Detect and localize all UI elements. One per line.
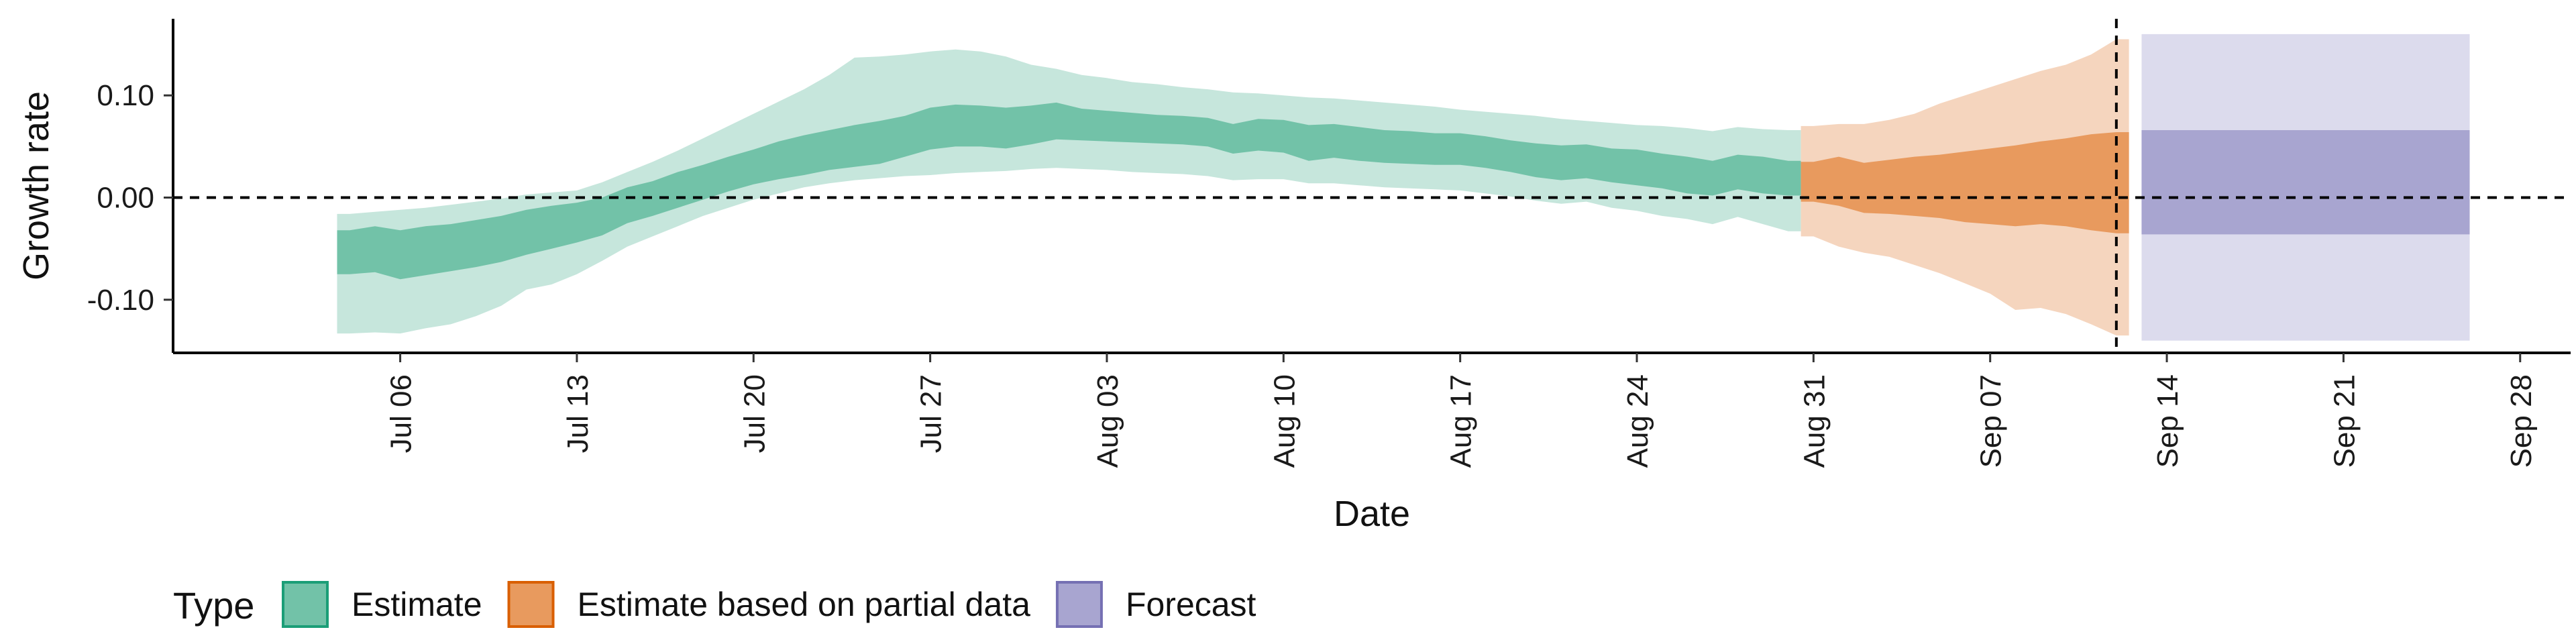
x-tick-label: Sep 21 <box>2328 374 2361 468</box>
x-tick-label: Aug 17 <box>1445 374 1478 468</box>
legend-label: Estimate <box>352 586 482 623</box>
legend-title: Type <box>173 584 254 627</box>
x-tick-label: Sep 14 <box>2151 374 2184 468</box>
x-tick-label: Aug 03 <box>1091 374 1124 468</box>
band-outer-estimate <box>337 49 1801 334</box>
ribbon-layer <box>337 34 2470 341</box>
x-tick-label: Jul 13 <box>561 374 594 453</box>
x-axis-title: Date <box>1334 494 1410 534</box>
y-axis-title: Growth rate <box>16 91 56 280</box>
band-inner-estimate <box>337 102 1801 280</box>
axes: -0.10 0.00 0.10 Jul 06 Jul 13 Jul 20 Jul 27 Aug… <box>87 19 2571 468</box>
band-inner-estimate-based-on-partial-data <box>1801 132 2129 233</box>
x-tick-label: Jul 27 <box>915 374 948 453</box>
legend: Type Estimate Estimate based on partial d… <box>173 581 1256 628</box>
legend-label: Estimate based on partial data <box>578 586 1031 623</box>
legend-key-estimate-based-on-partial-data <box>507 581 555 628</box>
y-tick-label: 0.00 <box>97 182 154 215</box>
reference-lines <box>173 19 2571 353</box>
x-tick-label: Jul 20 <box>738 374 771 453</box>
y-tick-label: -0.10 <box>87 284 154 317</box>
y-tick-label: 0.10 <box>97 79 154 112</box>
band-inner-forecast <box>2141 130 2470 235</box>
legend-label: Forecast <box>1126 586 1256 623</box>
x-tick-label: Aug 10 <box>1268 374 1301 468</box>
x-tick-label: Jul 06 <box>385 374 418 453</box>
legend-key-estimate <box>282 581 329 628</box>
x-tick-label: Aug 24 <box>1621 374 1654 468</box>
x-tick-label: Sep 28 <box>2505 374 2538 468</box>
x-tick-label: Aug 31 <box>1798 374 1831 468</box>
legend-key-forecast <box>1055 581 1103 628</box>
x-tick-label: Sep 07 <box>1975 374 2008 468</box>
